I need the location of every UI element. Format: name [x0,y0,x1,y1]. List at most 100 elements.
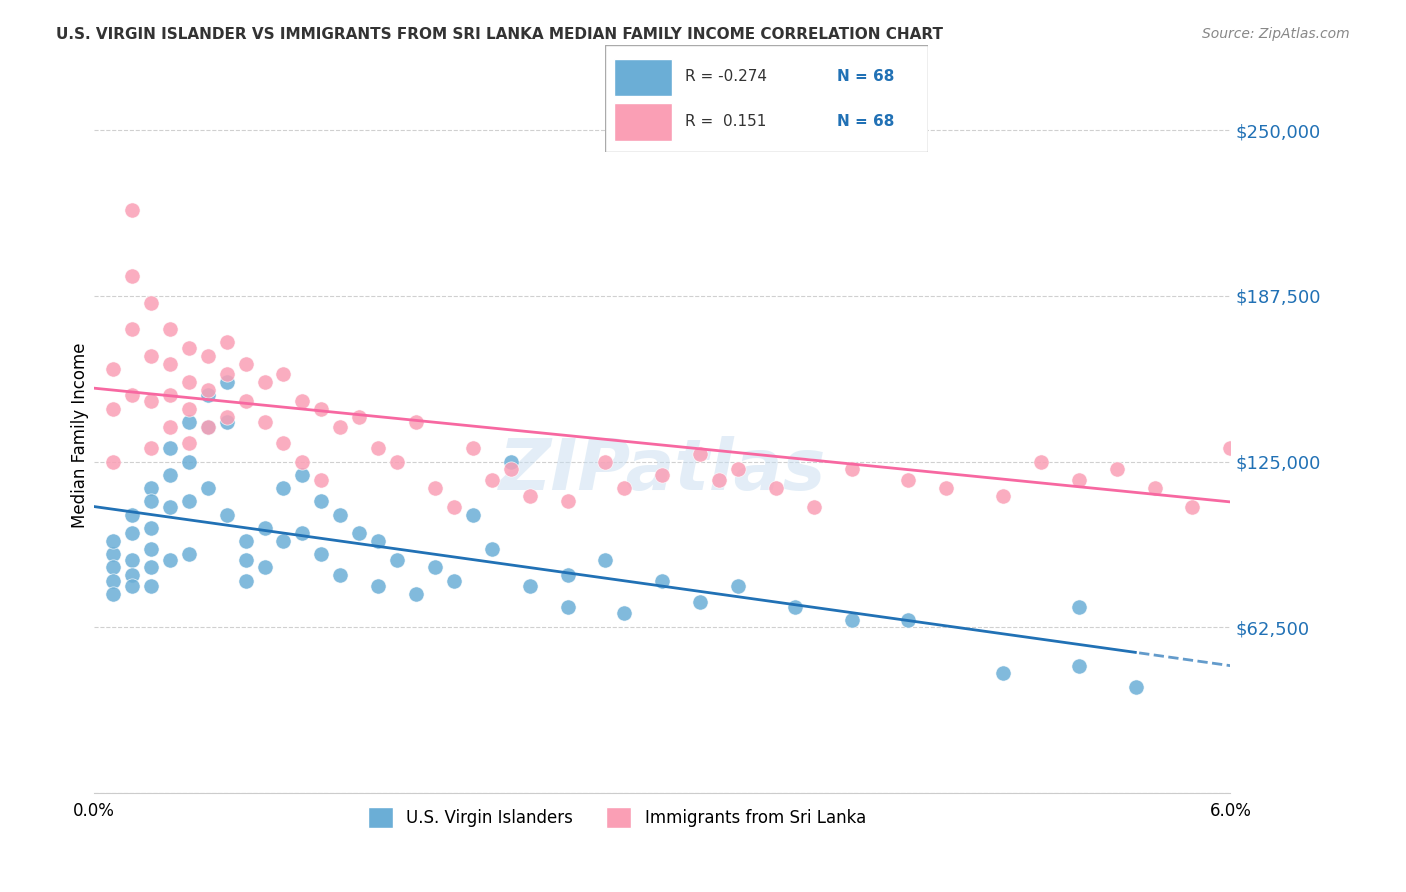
Text: ZIPatlas: ZIPatlas [499,436,825,505]
Text: U.S. VIRGIN ISLANDER VS IMMIGRANTS FROM SRI LANKA MEDIAN FAMILY INCOME CORRELATI: U.S. VIRGIN ISLANDER VS IMMIGRANTS FROM … [56,27,943,42]
Point [461,442,484,456]
Point [405,415,427,429]
Text: R = -0.274: R = -0.274 [686,70,768,84]
Point [273,436,295,450]
Point [557,494,579,508]
Point [1143,481,1166,495]
Point [841,462,863,476]
Point [215,375,238,389]
Point [727,579,749,593]
Point [423,481,446,495]
Point [1067,600,1090,615]
Point [197,383,219,397]
Point [121,202,143,217]
Point [139,295,162,310]
Point [121,322,143,336]
Point [101,401,124,416]
Point [519,579,541,593]
Point [235,357,257,371]
Point [101,574,124,588]
Point [481,473,503,487]
Point [803,500,825,514]
Point [101,361,124,376]
Point [121,388,143,402]
Point [557,568,579,582]
Point [1125,680,1147,694]
FancyBboxPatch shape [614,103,672,141]
Point [121,269,143,284]
Point [499,454,522,468]
Point [139,481,162,495]
Point [423,560,446,574]
Point [215,508,238,522]
Text: N = 68: N = 68 [838,70,894,84]
Point [101,547,124,561]
Point [291,393,314,408]
Point [139,349,162,363]
Point [197,349,219,363]
Point [329,568,352,582]
Point [139,541,162,556]
Point [159,500,181,514]
Text: R =  0.151: R = 0.151 [686,114,766,129]
Point [215,367,238,381]
Point [1029,454,1052,468]
Point [311,473,333,487]
Point [235,574,257,588]
FancyBboxPatch shape [605,45,928,152]
Point [273,534,295,549]
Point [1371,401,1393,416]
Point [121,568,143,582]
Point [177,454,200,468]
Point [783,600,806,615]
Legend: U.S. Virgin Islanders, Immigrants from Sri Lanka: U.S. Virgin Islanders, Immigrants from S… [361,801,873,834]
Point [273,481,295,495]
Point [139,494,162,508]
Point [991,489,1014,503]
Point [159,388,181,402]
Point [651,574,673,588]
Point [935,481,957,495]
Point [235,393,257,408]
Point [121,526,143,541]
Point [139,442,162,456]
Point [159,442,181,456]
Point [139,560,162,574]
Point [101,534,124,549]
Point [329,508,352,522]
Point [253,560,276,574]
Point [197,420,219,434]
Point [177,415,200,429]
Point [101,560,124,574]
Point [329,420,352,434]
Point [367,579,389,593]
Point [159,467,181,482]
Point [707,473,730,487]
Point [291,526,314,541]
Point [311,494,333,508]
Y-axis label: Median Family Income: Median Family Income [72,343,89,528]
Point [291,467,314,482]
Point [499,462,522,476]
Point [1105,462,1128,476]
Point [595,454,617,468]
Point [557,600,579,615]
Point [443,574,465,588]
Point [1219,442,1241,456]
Point [1275,454,1298,468]
Point [689,595,711,609]
Point [121,579,143,593]
Point [1313,467,1336,482]
Point [177,436,200,450]
Point [291,454,314,468]
Point [177,494,200,508]
Point [177,375,200,389]
Point [405,587,427,601]
Point [253,375,276,389]
Point [139,521,162,535]
Point [235,552,257,566]
Point [1181,500,1204,514]
Point [385,552,408,566]
Point [765,481,787,495]
Point [253,521,276,535]
